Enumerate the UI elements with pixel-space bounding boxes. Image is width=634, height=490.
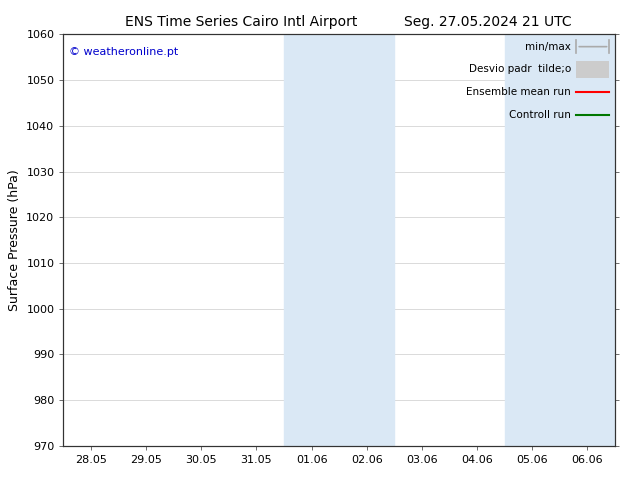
Text: Seg. 27.05.2024 21 UTC: Seg. 27.05.2024 21 UTC bbox=[404, 15, 572, 29]
Bar bbox=[505, 34, 615, 446]
Bar bbox=[284, 34, 394, 446]
Text: © weatheronline.pt: © weatheronline.pt bbox=[69, 47, 178, 57]
Text: min/max: min/max bbox=[525, 42, 571, 51]
FancyBboxPatch shape bbox=[576, 61, 609, 77]
Y-axis label: Surface Pressure (hPa): Surface Pressure (hPa) bbox=[8, 169, 21, 311]
Text: Desvio padr  tilde;o: Desvio padr tilde;o bbox=[469, 64, 571, 74]
Text: ENS Time Series Cairo Intl Airport: ENS Time Series Cairo Intl Airport bbox=[125, 15, 357, 29]
Text: Ensemble mean run: Ensemble mean run bbox=[466, 87, 571, 97]
Text: Controll run: Controll run bbox=[509, 110, 571, 120]
